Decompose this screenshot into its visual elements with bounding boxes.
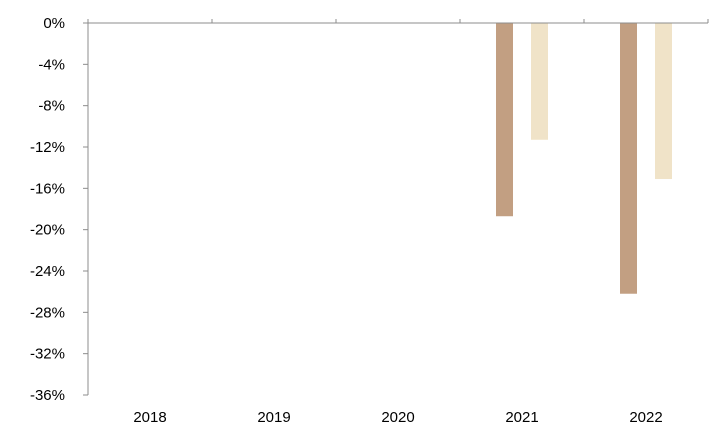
bar-2022-series-1	[620, 23, 637, 294]
y-tick-label: -4%	[38, 56, 65, 73]
bar-2021-series-1	[496, 23, 513, 217]
x-tick-label: 2019	[257, 409, 290, 426]
x-tick-label: 2021	[505, 409, 538, 426]
y-tick-label: -24%	[30, 263, 65, 280]
y-tick-label: -16%	[30, 180, 65, 197]
x-axis: 2018 2019 2020 2021 2022	[87, 19, 709, 426]
bar-2022-series-2	[655, 23, 672, 180]
y-tick-label: -28%	[30, 304, 65, 321]
x-tick-label: 2020	[381, 409, 414, 426]
y-tick-label: 0%	[43, 15, 65, 32]
y-tick-label: -12%	[30, 139, 65, 156]
y-tick-label: -20%	[30, 222, 65, 239]
y-tick-label: -36%	[30, 387, 65, 404]
y-tick-label: -8%	[38, 98, 65, 115]
x-tick-label: 2018	[133, 409, 166, 426]
x-tick-label: 2022	[629, 409, 662, 426]
bars	[496, 23, 672, 294]
y-tick-label: -32%	[30, 346, 65, 363]
y-axis: 0% -4% -8% -12% -16% -20% -24% -28% -32% -36%	[30, 15, 89, 404]
bar-2021-series-2	[531, 23, 548, 140]
